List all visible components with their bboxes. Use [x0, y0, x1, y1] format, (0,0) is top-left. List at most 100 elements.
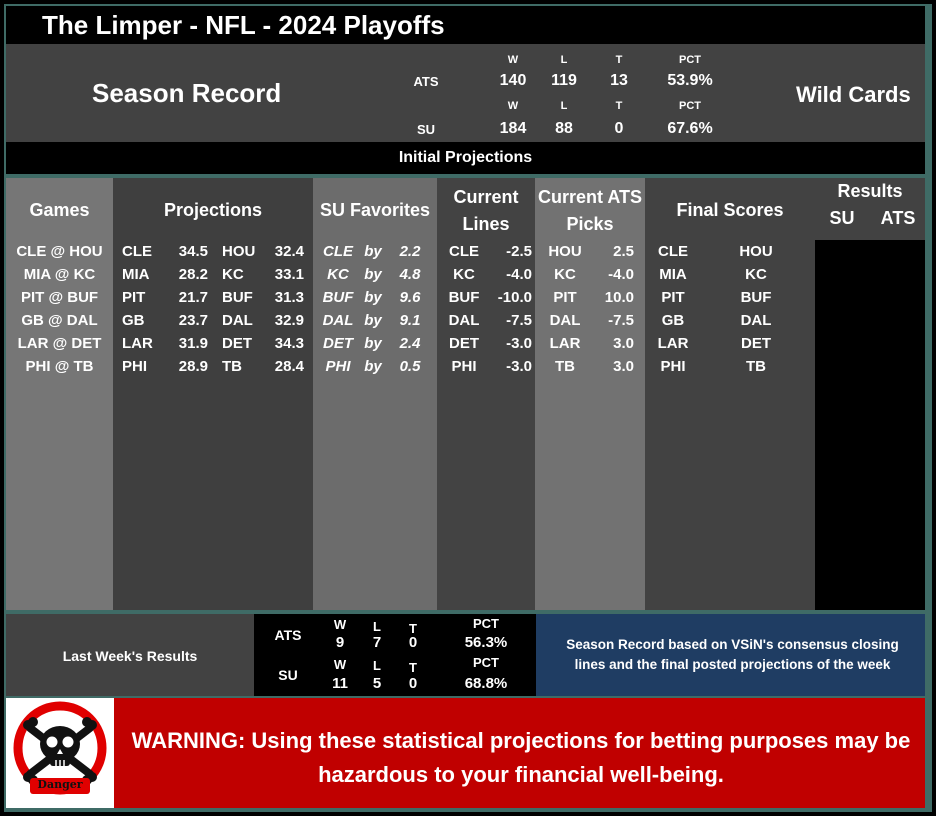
- game-home: KC: [222, 266, 244, 283]
- su-label: SU: [416, 122, 436, 137]
- game-fav: DAL: [322, 312, 354, 329]
- game-line-team: KC: [453, 266, 475, 283]
- lw-ats-label: ATS: [274, 627, 302, 643]
- game-game: CLE @ HOU: [16, 243, 103, 260]
- game-final-away: CLE: [658, 243, 688, 260]
- game-away-proj: 34.5: [178, 243, 208, 260]
- game-fav: PHI: [325, 358, 351, 375]
- initial-projections-label: Initial Projections: [398, 149, 533, 166]
- ats-t-head: T: [615, 54, 623, 66]
- game-by: by: [364, 289, 382, 306]
- warning-text: WARNING: Using these statistical project…: [131, 728, 911, 787]
- lw-su-t-head: T: [409, 660, 417, 675]
- game-away-proj: 31.9: [178, 335, 208, 352]
- game-line-team: DAL: [448, 312, 480, 329]
- game-pick-team: TB: [555, 358, 575, 375]
- projections-column: [113, 178, 313, 610]
- game-fav: DET: [323, 335, 353, 352]
- game-margin: 9.6: [399, 289, 421, 306]
- ats-ties: 13: [610, 72, 628, 89]
- game-fav: CLE: [323, 243, 353, 260]
- su-favorites-column: [313, 178, 437, 610]
- game-pick-team: KC: [554, 266, 576, 283]
- game-home-proj: 33.1: [274, 266, 304, 283]
- game-final-home: HOU: [739, 243, 773, 260]
- game-game: GB @ DAL: [21, 312, 98, 329]
- header-results: Results: [837, 181, 903, 201]
- initial-projections-bar: Initial Projections: [6, 142, 925, 174]
- header-current-lines-1: Current: [453, 187, 519, 207]
- ats-pct: 53.9%: [667, 72, 713, 89]
- game-home: DET: [222, 335, 252, 352]
- game-away: PIT: [122, 289, 146, 306]
- game-game: MIA @ KC: [23, 266, 96, 283]
- lw-su-w-head: W: [333, 657, 347, 672]
- last-week-label: Last Week's Results: [62, 648, 198, 664]
- game-away-proj: 21.7: [178, 289, 208, 306]
- game-pick-team: LAR: [549, 335, 581, 352]
- game-margin: 2.2: [399, 243, 421, 260]
- game-margin: 4.8: [399, 266, 421, 283]
- last-week-panel: Last Week's Results: [6, 614, 254, 696]
- results-column: [815, 178, 925, 610]
- game-line-team: DET: [449, 335, 479, 352]
- game-final-away: PHI: [660, 358, 686, 375]
- game-away: PHI: [122, 358, 148, 375]
- su-ties: 0: [614, 120, 624, 137]
- header-projections: Projections: [163, 200, 263, 220]
- lw-ats-ties: 0: [408, 634, 418, 651]
- game-line: -10.0: [497, 289, 532, 306]
- su-wins: 184: [499, 120, 527, 137]
- su-w-head: W: [507, 100, 519, 112]
- lw-su-l-head: L: [373, 658, 381, 673]
- results-header-panel: [809, 178, 925, 240]
- game-final-away: MIA: [659, 266, 687, 283]
- header-current-ats-1: Current ATS: [537, 187, 642, 207]
- game-home-proj: 34.3: [274, 335, 304, 352]
- game-final-home: DET: [741, 335, 771, 352]
- last-week-record: [254, 614, 536, 696]
- lw-su-pct-head: PCT: [473, 655, 499, 670]
- game-away-proj: 28.2: [178, 266, 208, 283]
- ats-pct-head: PCT: [679, 54, 701, 66]
- game-line-team: BUF: [448, 289, 480, 306]
- header-current-lines-2: Lines: [462, 214, 510, 234]
- danger-sign: Danger: [6, 698, 114, 808]
- game-final-home: BUF: [740, 289, 772, 306]
- game-home-proj: 32.4: [274, 243, 304, 260]
- final-scores-column: [645, 178, 815, 610]
- game-final-home: DAL: [740, 312, 772, 329]
- lw-ats-w-head: W: [333, 617, 347, 632]
- game-away: LAR: [122, 335, 153, 352]
- game-final-home: TB: [746, 358, 766, 375]
- game-line: -3.0: [506, 358, 532, 375]
- su-losses: 88: [555, 120, 573, 137]
- game-by: by: [364, 243, 382, 260]
- ats-label: ATS: [413, 74, 439, 89]
- lw-su-ties: 0: [408, 675, 418, 692]
- lw-ats-l-head: L: [373, 619, 381, 634]
- game-line: -7.5: [506, 312, 532, 329]
- game-pick-line: -4.0: [608, 266, 634, 283]
- week-label: Wild Cards: [796, 82, 911, 107]
- skull-crossbones-icon: [13, 701, 107, 795]
- lw-ats-wins: 9: [335, 634, 345, 651]
- game-by: by: [364, 335, 382, 352]
- season-record-title: Season Record: [92, 78, 282, 108]
- game-pick-line: 3.0: [613, 358, 634, 375]
- game-margin: 2.4: [399, 335, 421, 352]
- su-pct: 67.6%: [667, 120, 713, 137]
- game-fav: KC: [327, 266, 349, 283]
- lw-ats-pct-head: PCT: [473, 616, 499, 631]
- game-away: CLE: [122, 243, 152, 260]
- game-home-proj: 28.4: [274, 358, 304, 375]
- game-pick-line: 10.0: [604, 289, 634, 306]
- header-su-favorites: SU Favorites: [319, 200, 431, 220]
- game-home-proj: 32.9: [274, 312, 304, 329]
- header-current-ats-2: Picks: [566, 214, 614, 234]
- game-margin: 0.5: [399, 358, 421, 375]
- lw-ats-pct: 56.3%: [464, 634, 508, 651]
- title-bar: The Limper - NFL - 2024 Playoffs: [6, 6, 925, 44]
- su-pct-head: PCT: [679, 100, 701, 112]
- ats-wins: 140: [499, 72, 527, 89]
